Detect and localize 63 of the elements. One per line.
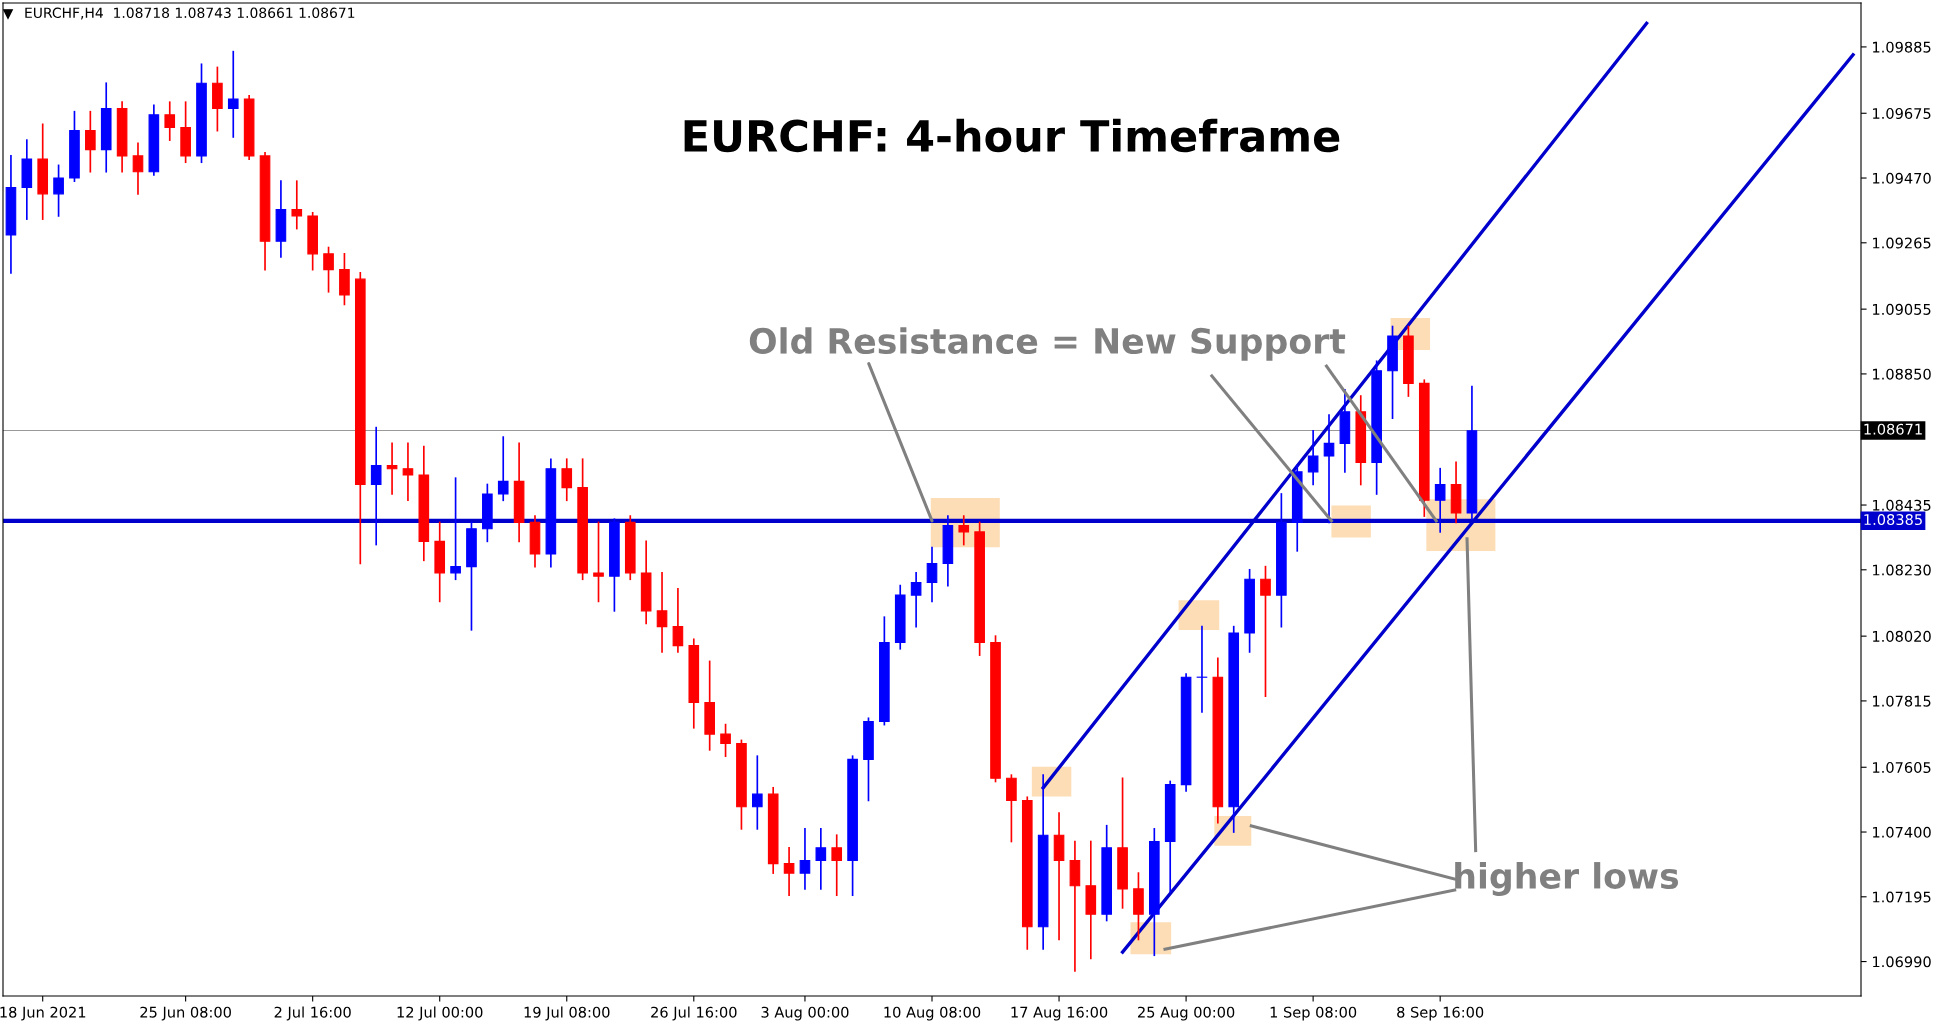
candlestick <box>656 572 668 653</box>
candlestick <box>227 50 239 138</box>
candlestick <box>323 246 334 293</box>
candlestick <box>926 546 938 603</box>
candlestick <box>1260 565 1271 698</box>
y-tick-label: 1.08435 <box>1873 499 1931 511</box>
candlestick <box>720 723 731 758</box>
x-tick-label: 3 Aug 00:00 <box>761 1006 849 1021</box>
x-tick-label: 12 Jul 00:00 <box>397 1006 483 1021</box>
y-tick-label: 1.09885 <box>1873 41 1931 53</box>
candlestick <box>831 834 843 897</box>
candlestick <box>386 442 398 495</box>
candlestick <box>85 110 96 173</box>
y-tick-label: 1.08020 <box>1873 630 1931 642</box>
candlestick <box>751 755 763 830</box>
candlestick <box>370 426 382 546</box>
x-tick-label: 25 Aug 00:00 <box>1137 1006 1235 1021</box>
annotation: higher lows <box>1455 862 1679 896</box>
x-tick-label: 19 Jul 08:00 <box>524 1006 610 1021</box>
candlestick <box>815 828 827 890</box>
x-tick-label: 1 Sep 08:00 <box>1270 1006 1357 1021</box>
candlestick <box>1006 774 1017 843</box>
candlestick <box>1196 625 1208 713</box>
annotation: Old Resistance = New Support <box>749 327 1346 361</box>
y-tick-label: 1.09055 <box>1873 303 1931 315</box>
x-tick-label: 2 Jul 16:00 <box>274 1006 351 1021</box>
candlestick <box>783 846 795 897</box>
y-tick-label: 1.08230 <box>1873 564 1931 576</box>
y-tick-label: 1.06990 <box>1873 956 1931 968</box>
y-tick-label: 1.07195 <box>1873 891 1931 903</box>
candlestick <box>1323 414 1335 524</box>
ref-line-label: 1.08385 <box>1864 514 1922 526</box>
candlestick <box>291 180 303 230</box>
x-tick-label: 18 Jun 2021 <box>0 1006 86 1021</box>
x-tick-label: 26 Jul 16:00 <box>651 1006 737 1021</box>
candlestick <box>450 477 461 581</box>
candlestick <box>402 442 414 502</box>
candlestick <box>497 436 509 502</box>
candlestick <box>958 515 970 546</box>
candlestick <box>132 142 144 195</box>
candlestick <box>53 164 64 217</box>
candlestick <box>164 101 176 141</box>
annotation: EURCHF,H4 1.08718 1.08743 1.08661 1.08671 <box>25 7 355 20</box>
y-tick-label: 1.08850 <box>1873 368 1931 380</box>
y-tick-label: 1.09675 <box>1873 107 1931 120</box>
x-tick-label: 10 Aug 08:00 <box>884 1006 981 1021</box>
y-tick-label: 1.09470 <box>1873 172 1931 184</box>
candlestick <box>593 521 604 603</box>
candlestick <box>1434 467 1446 533</box>
ref-line-label: 1.08671 <box>1864 423 1922 435</box>
candlestick <box>799 828 811 890</box>
candlestick <box>1307 429 1319 486</box>
y-tick-label: 1.07400 <box>1873 826 1931 838</box>
y-tick-label: 1.09265 <box>1873 237 1931 249</box>
x-tick-label: 25 Jun 08:00 <box>140 1006 231 1021</box>
candlestick <box>561 458 573 502</box>
x-tick-label: 17 Aug 16:00 <box>1011 1006 1108 1021</box>
candlestick <box>672 587 684 653</box>
x-tick-label: 8 Sep 16:00 <box>1397 1006 1484 1021</box>
text: EURCHF: 4-hour Timeframe <box>684 118 1340 153</box>
y-tick-label: 1.07815 <box>1873 695 1931 707</box>
candlestick <box>910 572 922 628</box>
y-tick-label: 1.07605 <box>1873 761 1931 774</box>
